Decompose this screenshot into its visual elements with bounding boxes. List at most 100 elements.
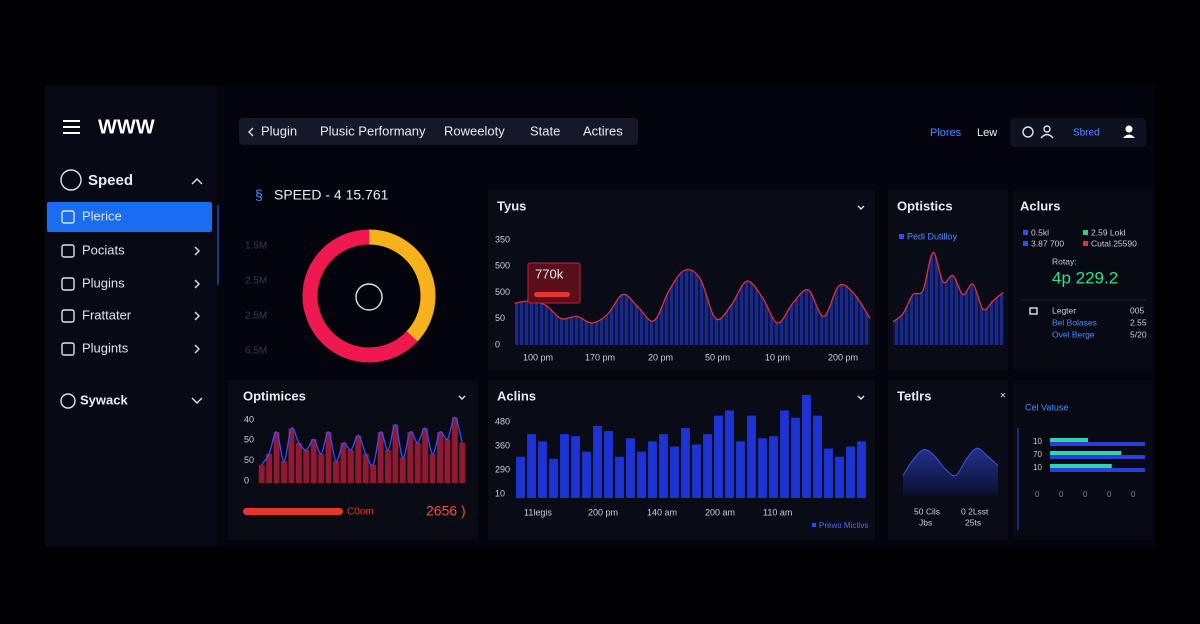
total: 2656 ) <box>426 503 466 519</box>
bar <box>459 442 466 483</box>
panel <box>1013 190 1153 370</box>
area <box>515 269 870 345</box>
tab[interactable]: Actires <box>583 123 623 138</box>
link[interactable]: Plores <box>930 127 962 139</box>
bar <box>846 446 855 498</box>
user-icon[interactable] <box>1043 125 1051 133</box>
menu-item[interactable]: Plugins <box>82 275 125 290</box>
stat: 0.5kl <box>1031 227 1049 237</box>
back[interactable] <box>248 127 254 137</box>
link[interactable]: Lew <box>977 127 997 139</box>
bar <box>714 415 723 498</box>
panel-title: Cel Vatuse <box>1025 402 1068 412</box>
bar <box>451 417 458 483</box>
row-label: Ovel Berge <box>1052 329 1095 339</box>
x-tick-label: 0 <box>1035 490 1040 499</box>
menu-item[interactable]: Plugints <box>82 340 129 355</box>
menu-item[interactable]: Plerice <box>82 208 122 223</box>
tab[interactable]: State <box>530 123 560 138</box>
chevron[interactable] <box>857 395 865 400</box>
panel-title: Aclurs <box>1020 198 1060 213</box>
legend-swatch <box>812 523 816 527</box>
x-tick-label: 200 am <box>705 507 735 517</box>
profile-icon <box>1123 134 1135 138</box>
logo: WWW <box>98 116 155 138</box>
footer-item[interactable]: Sywack <box>80 392 128 407</box>
tab[interactable]: Plugin <box>261 123 297 138</box>
axis-label: 1.5M <box>245 241 267 252</box>
item-icon <box>61 277 75 291</box>
bar <box>347 450 354 483</box>
bar <box>422 428 429 483</box>
bar <box>648 441 657 498</box>
swatch <box>1023 241 1028 246</box>
donut-segment <box>302 229 418 363</box>
active-item[interactable] <box>47 202 212 232</box>
stat: 3.87 700 <box>1031 238 1064 248</box>
chevron[interactable] <box>458 395 466 400</box>
x-tick-label: 200 pm <box>828 352 858 362</box>
bar <box>1050 455 1145 459</box>
bar <box>377 431 384 483</box>
bar <box>593 425 602 498</box>
bar <box>318 453 325 483</box>
bar <box>325 431 332 483</box>
x-tick-label: 170 pm <box>585 352 615 362</box>
bar <box>303 450 310 483</box>
menu-item[interactable]: Frattater <box>82 307 132 322</box>
chevron <box>194 246 200 256</box>
tab[interactable]: Plusic Performany <box>320 123 426 138</box>
line <box>902 447 999 477</box>
y-tick-label: 40 <box>244 414 254 424</box>
y-tick-label: 0 <box>244 475 249 485</box>
y-tick-label: 10 <box>1033 463 1042 472</box>
item-icon <box>61 244 75 258</box>
wordpress-icon <box>60 169 82 191</box>
tooltip-value: 770k <box>535 266 564 281</box>
bar <box>736 441 745 498</box>
close[interactable]: × <box>1000 391 1006 402</box>
row-icon <box>1029 307 1038 315</box>
bar <box>444 439 451 483</box>
bar <box>1050 438 1088 442</box>
bar <box>266 453 273 483</box>
donut-segment <box>368 229 436 342</box>
chevron[interactable] <box>857 205 865 210</box>
bar <box>571 436 580 498</box>
section-title[interactable]: Speed <box>88 172 133 189</box>
profile-icon[interactable] <box>1125 125 1133 133</box>
y-tick-label: 70 <box>1033 450 1042 459</box>
bar <box>670 446 679 498</box>
y-tick-label: 10 <box>495 488 505 498</box>
chevron <box>194 344 200 354</box>
account-bar <box>1010 118 1146 147</box>
caption: Rotay: <box>1052 256 1077 266</box>
bar <box>791 417 800 498</box>
stat: 2.59 Lokl <box>1091 227 1126 237</box>
chevron <box>194 279 200 289</box>
panel-title: Optistics <box>897 198 953 213</box>
progress-label: C0om <box>347 507 374 518</box>
menu-item[interactable]: Pociats <box>82 242 125 257</box>
x-tick-label: 0 <box>1083 490 1088 499</box>
bar <box>802 395 811 498</box>
area <box>893 252 1003 345</box>
tab[interactable]: Roweeloty <box>444 123 505 138</box>
bar <box>1050 451 1122 455</box>
line <box>514 269 871 324</box>
list: Legter 005 Bel Bolases 2.55 Ovel Berge 5/20 <box>1029 305 1147 339</box>
bar <box>549 458 558 498</box>
y-tick-label: 50 <box>495 313 505 323</box>
bar <box>813 415 822 498</box>
bar <box>637 451 646 498</box>
menu-button[interactable] <box>63 120 80 134</box>
row-label: Legter <box>1052 305 1076 315</box>
chevron <box>194 311 200 321</box>
icon[interactable] <box>1022 126 1034 138</box>
item-icon <box>61 309 75 323</box>
bar <box>340 442 347 483</box>
x-tick-label: 20 pm <box>648 352 673 362</box>
tooltip-bar <box>534 292 570 297</box>
account[interactable]: Sbred <box>1073 128 1100 139</box>
